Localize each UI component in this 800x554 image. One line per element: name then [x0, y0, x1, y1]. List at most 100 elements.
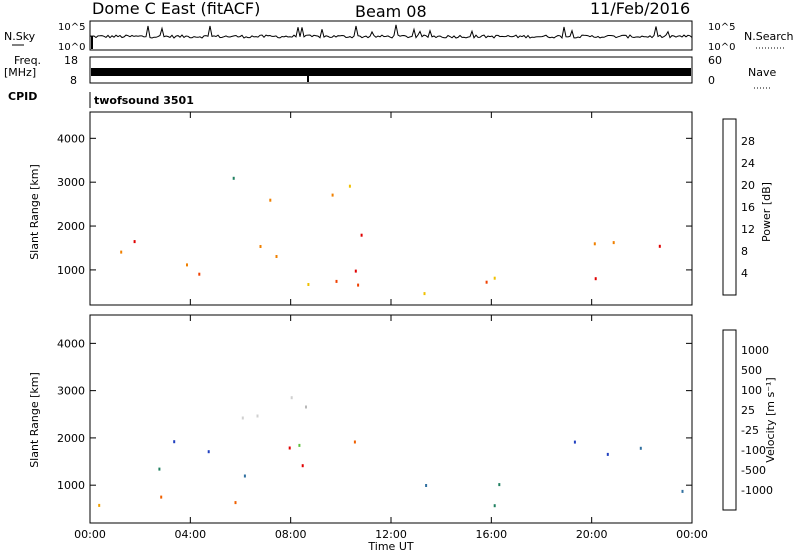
heatmap-cell: [198, 272, 201, 276]
colorbar-tick-label: 16: [741, 201, 755, 214]
cpid-value: twofsound 3501: [94, 94, 194, 107]
heatmap-cell: [120, 250, 123, 254]
heatmap-cell: [593, 242, 596, 246]
heatmap-cell: [425, 484, 428, 487]
y-tick-label: 3000: [57, 385, 85, 398]
nave-tick-bottom: 0: [708, 74, 715, 87]
heatmap-cell: [275, 255, 278, 258]
heatmap-cell: [612, 241, 615, 245]
colorbar-tick-label: 100: [741, 384, 762, 397]
heatmap-cell: [498, 483, 501, 487]
power-ylabel: Slant Range [km]: [28, 164, 41, 260]
velocity-panel-frame: [89, 314, 693, 524]
freq-unit: [MHz]: [4, 66, 36, 79]
colorbar-tick-label: 8: [741, 245, 748, 258]
heatmap-cell: [160, 495, 163, 499]
x-tick-label: 04:00: [174, 528, 206, 541]
colorbar-tick-label: 25: [741, 404, 755, 417]
x-tick-label: 00:00: [676, 528, 708, 541]
colorbar-tick-label: -100: [741, 444, 766, 457]
freq-panel: [89, 56, 693, 84]
heatmap-cell: [493, 504, 496, 508]
x-tick-label: 16:00: [475, 528, 507, 541]
freq-tick-top: 18: [64, 54, 78, 67]
heatmap-cell: [243, 474, 246, 478]
nsky-tick-top: 10^5: [58, 22, 85, 33]
heatmap-cell: [353, 440, 356, 444]
heatmap-cell: [256, 414, 259, 418]
heatmap-cell: [186, 263, 188, 267]
heatmap-cell: [573, 440, 576, 444]
x-axis-label: Time UT: [367, 540, 413, 553]
power-panel-frame: [89, 111, 693, 306]
heatmap-cell: [331, 193, 334, 197]
heatmap-cell: [298, 443, 301, 447]
power-colorbar: 4 8 12 16 20 24 28: [722, 118, 755, 296]
heatmap-cell: [606, 452, 609, 456]
colorbar-frame: [722, 118, 737, 296]
colorbar-tick-label: 28: [741, 135, 755, 148]
freq-label: Freq.: [14, 54, 41, 67]
station-title: Dome C East (fitACF): [92, 0, 260, 18]
velocity-y-ticks: 1000 2000 3000 4000: [57, 337, 692, 492]
velocity-colorbar: 1000 500 100 25 -25 -100 -500 -1000: [722, 329, 773, 511]
velocity-colorbar-label: Velocity [m s⁻¹]: [764, 377, 777, 462]
heatmap-cell: [173, 440, 176, 444]
x-tick-label: 08:00: [275, 528, 307, 541]
velocity-heatmap-cells: [98, 396, 684, 508]
colorbar-tick-label: 4: [741, 267, 748, 280]
colorbar-tick-label: 24: [741, 157, 755, 170]
x-tick-label: 00:00: [74, 528, 106, 541]
heatmap-cell: [658, 244, 661, 248]
heatmap-cell: [681, 489, 684, 493]
nsearch-tick-top: 10^5: [708, 22, 735, 33]
heatmap-cell: [493, 276, 496, 280]
heatmap-cell: [158, 467, 161, 471]
heatmap-cell: [207, 450, 210, 454]
heatmap-cell: [423, 292, 426, 296]
colorbar-tick-label: -25: [741, 424, 759, 437]
x-tick-label: 12:00: [375, 528, 407, 541]
nsearch-label: N.Search: [744, 30, 794, 43]
x-tick-label: 20:00: [576, 528, 608, 541]
y-tick-label: 4000: [57, 337, 85, 350]
freq-tick-bottom: 8: [70, 74, 77, 87]
heatmap-cell: [234, 501, 237, 505]
heatmap-cell: [290, 396, 293, 400]
heatmap-cell: [360, 233, 363, 237]
power-y-ticks: 1000 2000 3000 4000: [57, 132, 692, 277]
nsky-panel: [89, 20, 693, 51]
heatmap-cell: [241, 416, 244, 420]
nave-label: Nave: [748, 66, 776, 79]
nsky-line: [89, 24, 693, 40]
y-tick-label: 1000: [57, 264, 85, 277]
date-title: 11/Feb/2016: [590, 0, 690, 18]
heatmap-cell: [594, 277, 597, 281]
nsky-tick-bottom: 10^0: [58, 42, 85, 53]
nsky-trace: [89, 24, 693, 49]
heatmap-cell: [232, 176, 235, 180]
y-tick-label: 2000: [57, 432, 85, 445]
velocity-ylabel: Slant Range [km]: [28, 372, 41, 468]
heatmap-cell: [639, 446, 642, 450]
power-heatmap-cells: [120, 176, 661, 296]
nsky-label: N.Sky: [4, 30, 36, 43]
heatmap-cell: [348, 184, 351, 188]
heatmap-cell: [269, 198, 272, 202]
nave-tick-top: 60: [708, 54, 722, 67]
y-tick-label: 4000: [57, 132, 85, 145]
heatmap-cell: [301, 464, 304, 468]
beam-title: Beam 08: [355, 2, 427, 21]
heatmap-cell: [307, 283, 310, 286]
y-tick-label: 3000: [57, 176, 85, 189]
heatmap-cell: [354, 269, 357, 273]
power-colorbar-label: Power [dB]: [760, 182, 773, 242]
heatmap-cell: [305, 405, 307, 409]
x-axis-ticks: 00:00 04:00 08:00 12:00 16:00 20:00 00:00: [74, 112, 708, 541]
heatmap-cell: [259, 245, 262, 248]
colorbar-frame: [722, 329, 737, 511]
y-tick-label: 2000: [57, 220, 85, 233]
y-tick-label: 1000: [57, 479, 85, 492]
colorbar-tick-label: 20: [741, 179, 755, 192]
